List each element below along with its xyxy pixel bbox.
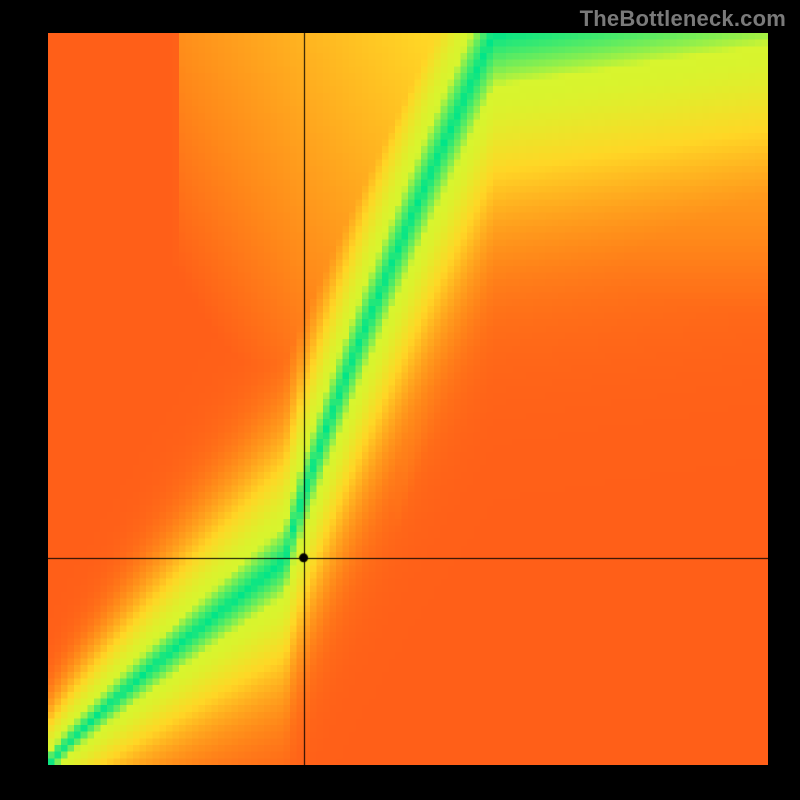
- crosshair-overlay: [48, 33, 768, 765]
- watermark-text: TheBottleneck.com: [580, 6, 786, 32]
- chart-container: TheBottleneck.com: [0, 0, 800, 800]
